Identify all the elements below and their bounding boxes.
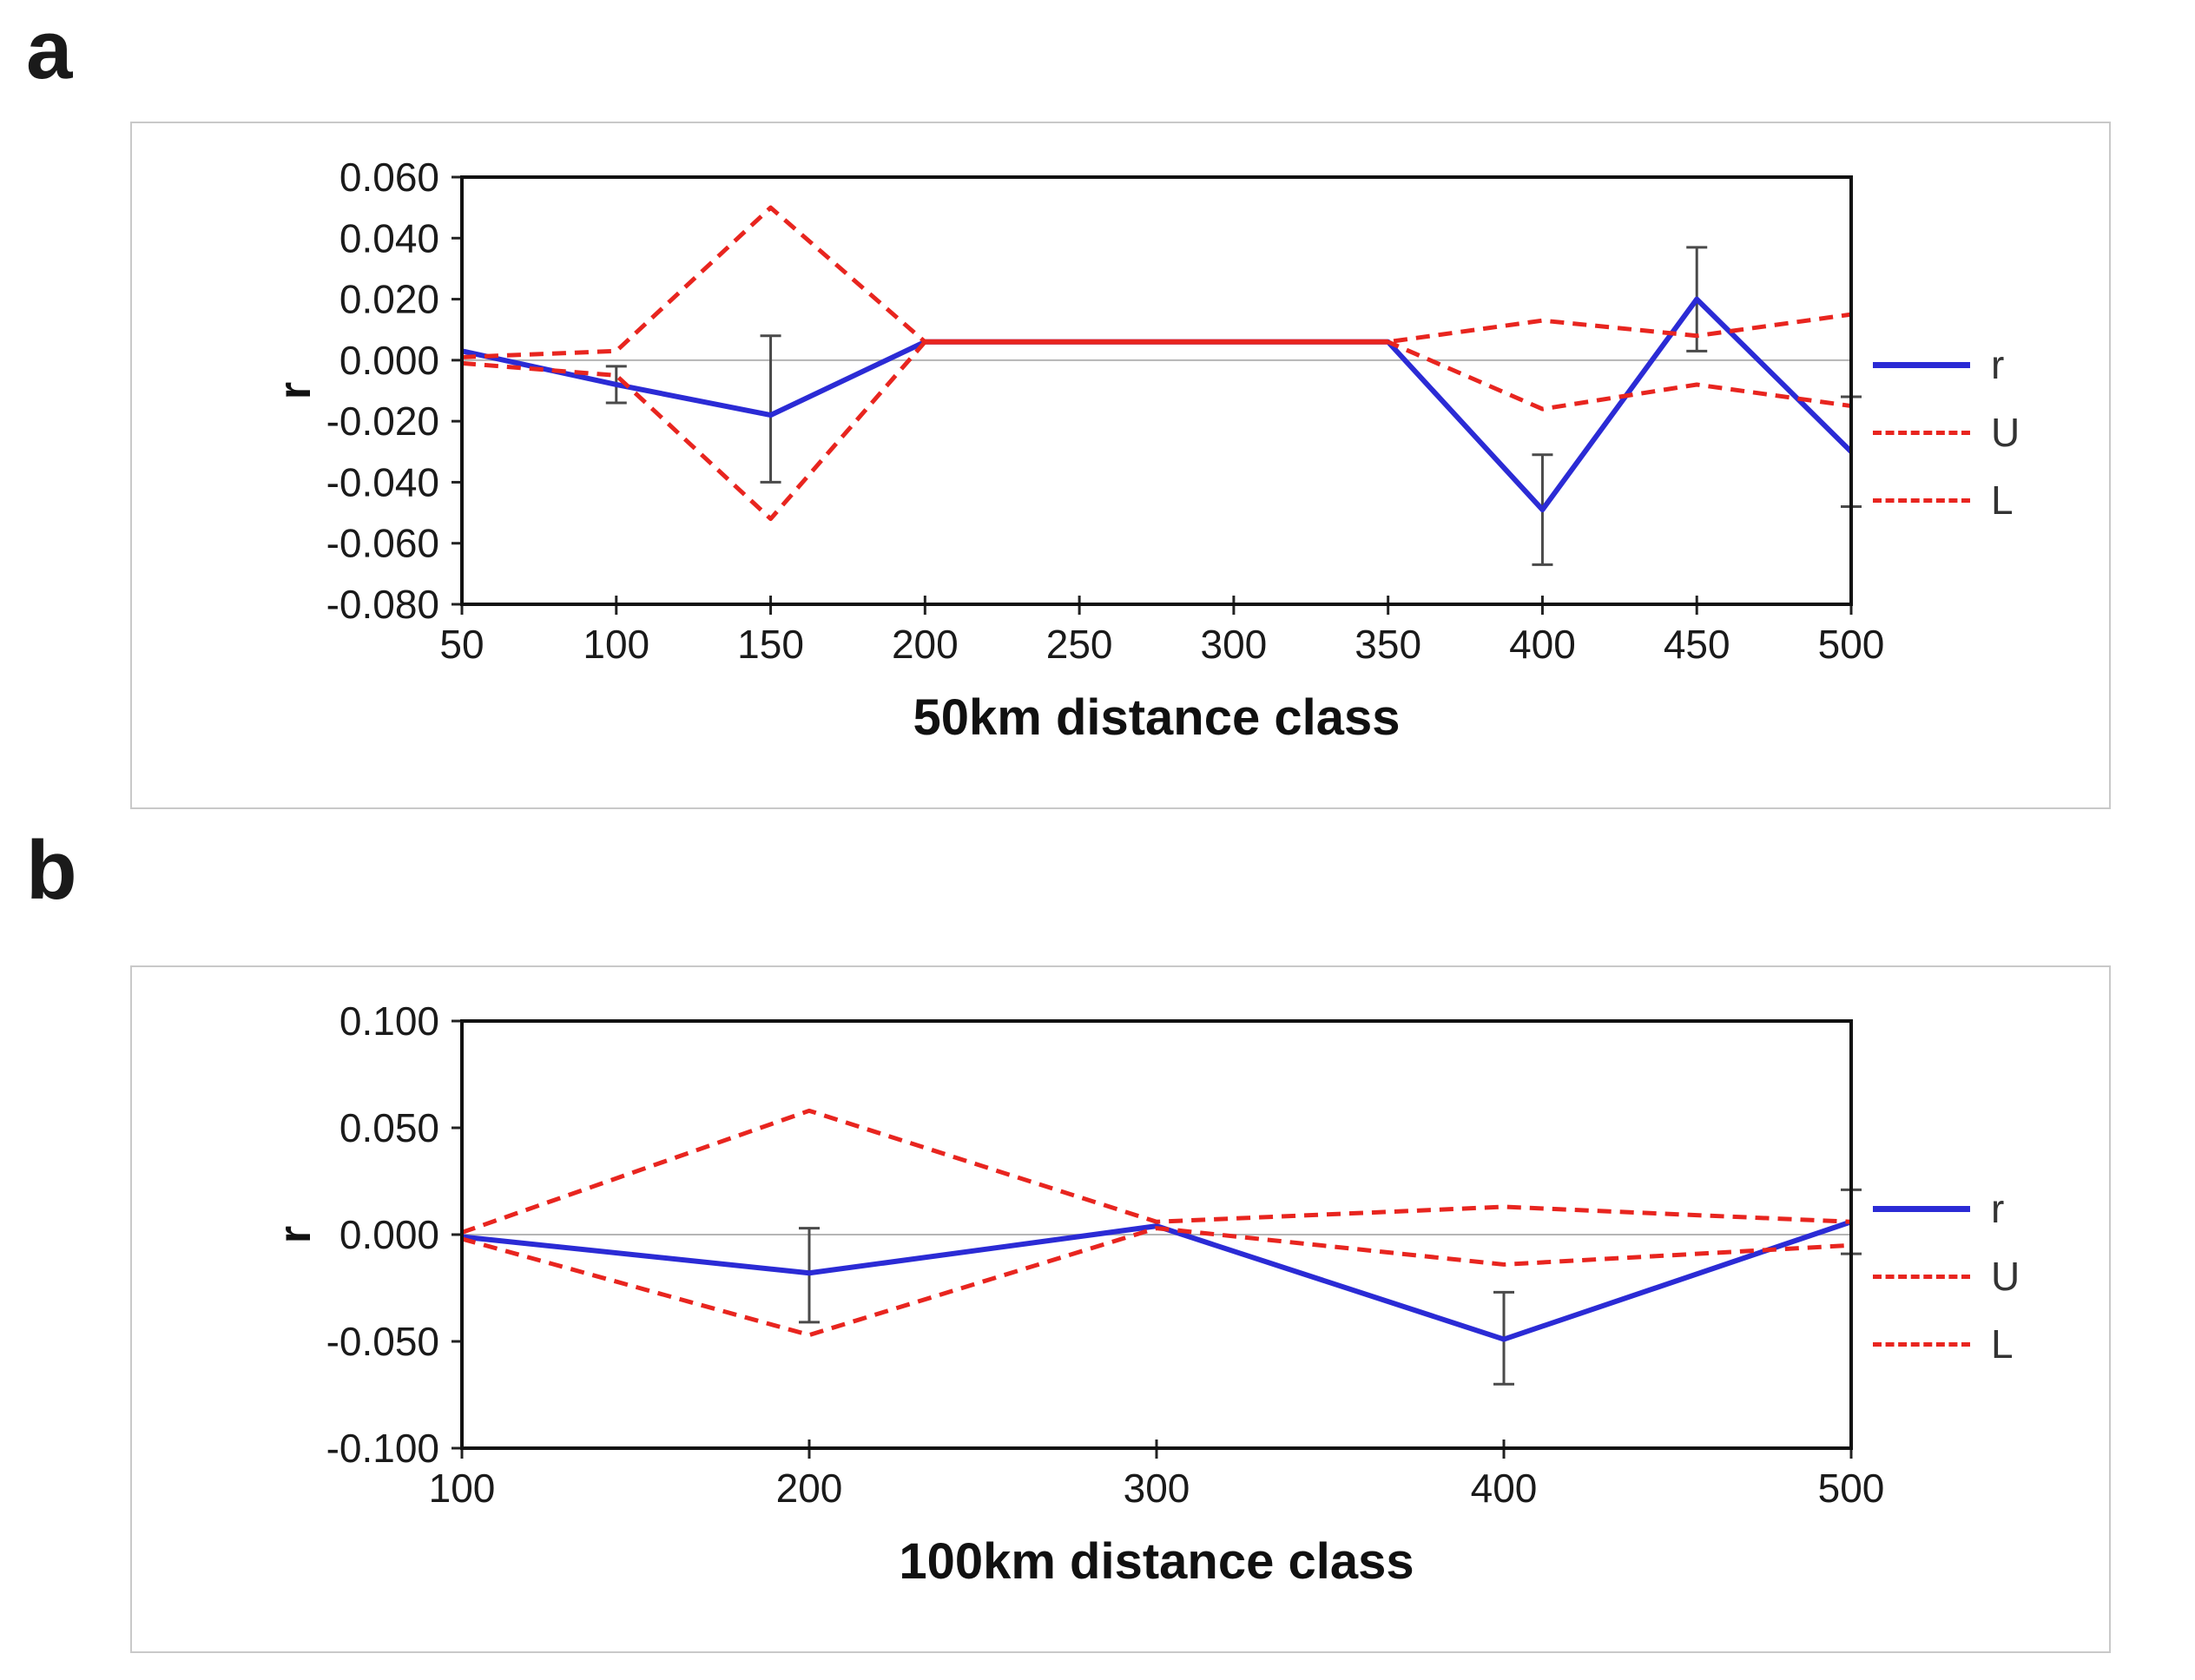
legend-item-r: r (1873, 1189, 2020, 1229)
y-tick-label: -0.020 (326, 399, 439, 444)
legend-b: r U L (1873, 1189, 2020, 1364)
x-axis-title: 100km distance class (899, 1533, 1414, 1590)
y-tick-label: -0.040 (326, 459, 439, 504)
series-U (461, 205, 1852, 359)
y-tick-label: -0.060 (326, 521, 439, 566)
panel-label-a: a (26, 3, 73, 96)
y-tick-label: 0.050 (339, 1105, 439, 1150)
legend-line-r (1873, 1205, 1970, 1212)
series-L (461, 1226, 1852, 1338)
x-tick-label: 500 (1818, 1466, 1885, 1511)
legend-line-l (1873, 497, 1970, 503)
panel-a: 0.060 0.040 0.020 0.000 -0.020 -0.040 -0.060 -0… (130, 122, 2111, 809)
x-tick-label: 400 (1471, 1466, 1538, 1511)
x-tick-label: 450 (1664, 622, 1730, 667)
legend-label-u: U (1991, 410, 2020, 455)
y-tick-label: 0.000 (339, 1212, 439, 1257)
legend-label-r: r (1991, 1186, 2005, 1231)
plot-border (460, 175, 1853, 606)
x-tick-label: 50 (439, 622, 484, 667)
plot-border (460, 1019, 1853, 1450)
legend-line-u (1873, 430, 1970, 435)
y-tick-label: 0.000 (339, 338, 439, 383)
legend-line-u (1873, 1274, 1970, 1279)
panel-b: 0.100 0.050 0.000 -0.050 -0.100 100 200 300 400 5… (130, 965, 2111, 1653)
legend-label-l: L (1991, 1321, 2014, 1367)
x-tick-label: 300 (1124, 1466, 1190, 1511)
y-axis-title: r (270, 382, 320, 399)
x-tick-label: 200 (776, 1466, 843, 1511)
legend-item-r: r (1873, 345, 2020, 385)
y-tick-label: 0.100 (339, 998, 439, 1044)
legend-line-r (1873, 361, 1970, 368)
legend-label-u: U (1991, 1254, 2020, 1299)
chart-a: 0.060 0.040 0.020 0.000 -0.020 -0.040 -0.060 -0… (270, 155, 1885, 746)
x-tick-label: 400 (1509, 622, 1576, 667)
legend-label-r: r (1991, 342, 2005, 387)
panel-label-b: b (26, 824, 77, 917)
series-L (461, 339, 1852, 522)
x-tick-label: 500 (1818, 622, 1885, 667)
series-U (461, 1108, 1852, 1235)
x-tick-label: 250 (1046, 622, 1113, 667)
x-axis-title: 50km distance class (913, 689, 1400, 746)
y-axis-title: r (270, 1226, 320, 1243)
y-tick-label: -0.100 (326, 1426, 439, 1471)
y-tick-label: 0.040 (339, 215, 439, 260)
y-tick-label: -0.050 (326, 1319, 439, 1364)
y-tick-label: -0.080 (326, 582, 439, 627)
legend-line-l (1873, 1341, 1970, 1347)
x-tick-label: 150 (737, 622, 804, 667)
legend-a: r U L (1873, 345, 2020, 520)
legend-item-u: U (1873, 412, 2020, 452)
x-tick-label: 100 (583, 622, 649, 667)
y-tick-label: 0.020 (339, 277, 439, 322)
x-tick-label: 100 (429, 1466, 496, 1511)
x-tick-label: 350 (1355, 622, 1421, 667)
legend-item-l: L (1873, 480, 2020, 520)
legend-label-l: L (1991, 478, 2014, 523)
y-tick-label: 0.060 (339, 155, 439, 200)
series-r (461, 1219, 1852, 1342)
legend-item-u: U (1873, 1256, 2020, 1296)
x-tick-label: 200 (892, 622, 959, 667)
x-tick-label: 300 (1201, 622, 1268, 667)
legend-item-l: L (1873, 1324, 2020, 1364)
